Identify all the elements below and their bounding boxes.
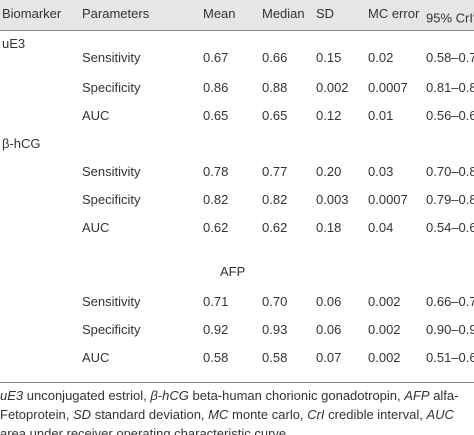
value-cell: 0.67: [203, 50, 229, 65]
parameter-cell: Specificity: [82, 192, 141, 207]
value-cell: 0.58: [203, 350, 229, 365]
value-cell: 0.81–0.88: [426, 80, 474, 95]
footnote-abbr: MC: [208, 407, 229, 422]
header-cell: MC error: [368, 6, 420, 21]
value-cell: 0.12: [316, 108, 342, 123]
value-cell: 0.66: [262, 50, 288, 65]
value-cell: 0.03: [368, 164, 394, 179]
header-cell: SD: [316, 6, 335, 21]
bottom-rule: [0, 382, 474, 383]
parameter-cell: Specificity: [82, 80, 141, 95]
value-cell: 0.02: [368, 50, 394, 65]
value-cell: 0.003: [316, 192, 349, 207]
value-cell: 0.77: [262, 164, 288, 179]
value-cell: 0.002: [316, 80, 349, 95]
footnote-def: monte carlo,: [232, 407, 304, 422]
value-cell: 0.01: [368, 108, 394, 123]
footnote: uE3 unconjugated estriol, β-hCG beta-hum…: [0, 386, 466, 435]
footnote-abbr: β-hCG: [150, 388, 189, 403]
value-cell: 0.79–0.85: [426, 192, 474, 207]
value-cell: 0.78: [203, 164, 229, 179]
value-cell: 0.56–0.69: [426, 108, 474, 123]
footnote-abbr: uE3: [0, 388, 24, 403]
value-cell: 0.20: [316, 164, 342, 179]
header-superscript: a: [473, 9, 474, 19]
group-label: AFP: [220, 264, 246, 279]
header-background: [0, 0, 474, 30]
value-cell: 0.65: [262, 108, 288, 123]
footnote-abbr: CrI: [307, 407, 325, 422]
value-cell: 0.93: [262, 322, 288, 337]
value-cell: 0.71: [203, 294, 229, 309]
value-cell: 0.04: [368, 220, 394, 235]
biomarker-label: uE3: [2, 36, 26, 51]
value-cell: 0.18: [316, 220, 342, 235]
value-cell: 0.002: [368, 322, 401, 337]
value-cell: 0.06: [316, 322, 342, 337]
footnote-def: alfa-Fetoprotein,: [0, 388, 459, 422]
value-cell: 0.70–0.84: [426, 164, 474, 179]
header-cell: 95% CrIa: [426, 6, 474, 26]
value-cell: 0.07: [316, 350, 342, 365]
parameter-cell: AUC: [82, 108, 110, 123]
value-cell: 0.0007: [368, 192, 408, 207]
value-cell: 0.58: [262, 350, 288, 365]
parameter-cell: AUC: [82, 220, 110, 235]
value-cell: 0.70: [262, 294, 288, 309]
value-cell: 0.62: [203, 220, 229, 235]
biomarker-label: β-hCG: [2, 136, 41, 151]
value-cell: 0.90–0.98: [426, 322, 474, 337]
header-cell: Mean: [203, 6, 236, 21]
value-cell: 0.62: [262, 220, 288, 235]
value-cell: 0.06: [316, 294, 342, 309]
value-cell: 0.88: [262, 80, 288, 95]
value-cell: 0.002: [368, 294, 401, 309]
header-cell: Parameters: [82, 6, 150, 21]
value-cell: 0.65: [203, 108, 229, 123]
parameter-cell: AUC: [82, 350, 110, 365]
value-cell: 0.0007: [368, 80, 408, 95]
footnote-def: standard deviation,: [94, 407, 205, 422]
footnote-abbr: SD: [73, 407, 92, 422]
header-cell: Median: [262, 6, 305, 21]
header-rule: [0, 30, 474, 31]
footnote-abbr: AFP: [404, 388, 430, 403]
header-cell: Biomarker: [2, 6, 62, 21]
footnote-abbr: AUC: [426, 407, 454, 422]
value-cell: 0.58–0.72: [426, 50, 474, 65]
value-cell: 0.66–0.78: [426, 294, 474, 309]
footnote-def: unconjugated estriol,: [26, 388, 147, 403]
footnote-def: credible interval,: [328, 407, 423, 422]
value-cell: 0.51–0.62: [426, 350, 474, 365]
parameter-cell: Sensitivity: [82, 50, 141, 65]
value-cell: 0.15: [316, 50, 342, 65]
parameter-cell: Specificity: [82, 322, 141, 337]
value-cell: 0.86: [203, 80, 229, 95]
value-cell: 0.002: [368, 350, 401, 365]
footnote-def: area under receiver operating characteri…: [0, 426, 287, 435]
value-cell: 0.82: [203, 192, 229, 207]
value-cell: 0.92: [203, 322, 229, 337]
parameter-cell: Sensitivity: [82, 294, 141, 309]
value-cell: 0.82: [262, 192, 288, 207]
value-cell: 0.54–0.68: [426, 220, 474, 235]
parameter-cell: Sensitivity: [82, 164, 141, 179]
footnote-def: beta-human chorionic gonadotropin,: [192, 388, 401, 403]
